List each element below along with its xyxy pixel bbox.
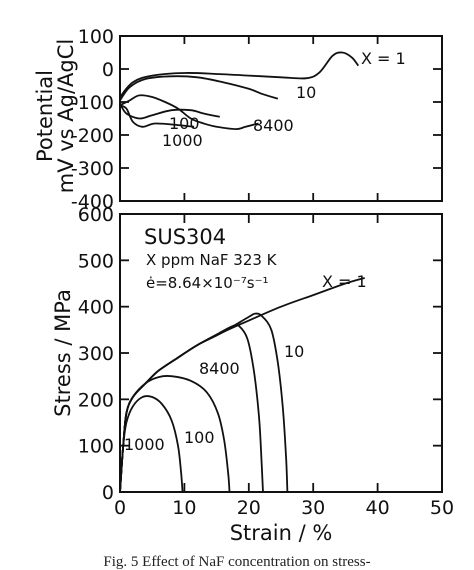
stress-xtick-label: 20	[237, 497, 261, 519]
potential-ylabel-line2: mV vs Ag/AgCl	[54, 39, 78, 194]
annotation-strain-rate: ė=8.64×10⁻⁷s⁻¹	[146, 274, 269, 292]
potential-ytick-label: -300	[71, 158, 114, 180]
stress-ylabel: Stress / MPa	[51, 289, 75, 417]
stress-xtick-label: 50	[430, 497, 454, 519]
potential-label-10: 10	[296, 83, 316, 102]
stress-ytick-label: 600	[78, 204, 114, 226]
potential-panel: 1000-100-200-300-400 X = 1 10 100 1000 8…	[33, 26, 443, 213]
stress-xtick-label: 30	[301, 497, 325, 519]
potential-plot-frame	[119, 35, 443, 202]
potential-ytick-label: -400	[71, 191, 114, 213]
potential-y-ticks: 1000-100-200-300-400	[71, 26, 443, 213]
potential-ytick-label: 0	[102, 59, 114, 81]
stress-ytick-label: 400	[78, 297, 114, 319]
figure-caption: Fig. 5 Effect of NaF concentration on st…	[103, 554, 370, 570]
stress-strain-ticks: 0 100 200 300 400 500 600 0 10 20 30 40 50	[78, 204, 454, 519]
stress-label-x1: X = 1	[322, 272, 367, 291]
stress-strain-curve-labels: X = 1 10 8400 100 1000	[124, 272, 367, 454]
stress-xtick-label: 10	[172, 497, 196, 519]
stress-label-100: 100	[184, 428, 215, 447]
potential-curve-8400	[119, 94, 259, 131]
stress-curve-100	[119, 374, 231, 493]
stress-xtick-label: 40	[366, 497, 390, 519]
stress-xtick-label: 0	[114, 497, 126, 519]
potential-ytick-label: -100	[71, 92, 114, 114]
stress-label-10: 10	[284, 342, 304, 361]
stress-label-1000: 1000	[124, 435, 165, 454]
stress-ytick-label: 200	[78, 389, 114, 411]
potential-curve-labels: X = 1 10 100 1000 8400	[162, 49, 406, 150]
annotation-conditions: X ppm NaF 323 K	[146, 251, 278, 269]
stress-xlabel: Strain / %	[230, 521, 333, 545]
annotation-material: SUS304	[144, 225, 226, 249]
stress-curve-8400	[119, 323, 264, 493]
stress-ytick-label: 100	[78, 436, 114, 458]
stress-label-8400: 8400	[199, 359, 240, 378]
stress-ytick-label: 300	[78, 343, 114, 365]
potential-ytick-label: 100	[78, 26, 114, 48]
stress-curve-1000	[119, 395, 184, 493]
potential-label-x1: X = 1	[361, 49, 406, 68]
stress-strain-curves	[119, 277, 365, 493]
stress-strain-panel: 0 100 200 300 400 500 600 0 10 20 30 40 50 X = 1 10 …	[51, 204, 454, 545]
potential-ylabel-line1: Potential	[33, 70, 57, 162]
potential-curve-x1	[119, 51, 360, 98]
potential-ytick-label: -200	[71, 125, 114, 147]
potential-curve-1000	[119, 104, 195, 128]
stress-ytick-label: 500	[78, 250, 114, 272]
stress-curve-x1	[119, 277, 365, 493]
potential-label-100: 100	[169, 114, 200, 133]
potential-curve-10	[119, 75, 279, 101]
potential-curves	[119, 51, 360, 131]
potential-label-1000: 1000	[162, 131, 203, 150]
potential-label-8400: 8400	[253, 116, 294, 135]
stress-ytick-label: 0	[102, 482, 114, 504]
potential-curve-100	[119, 103, 220, 120]
